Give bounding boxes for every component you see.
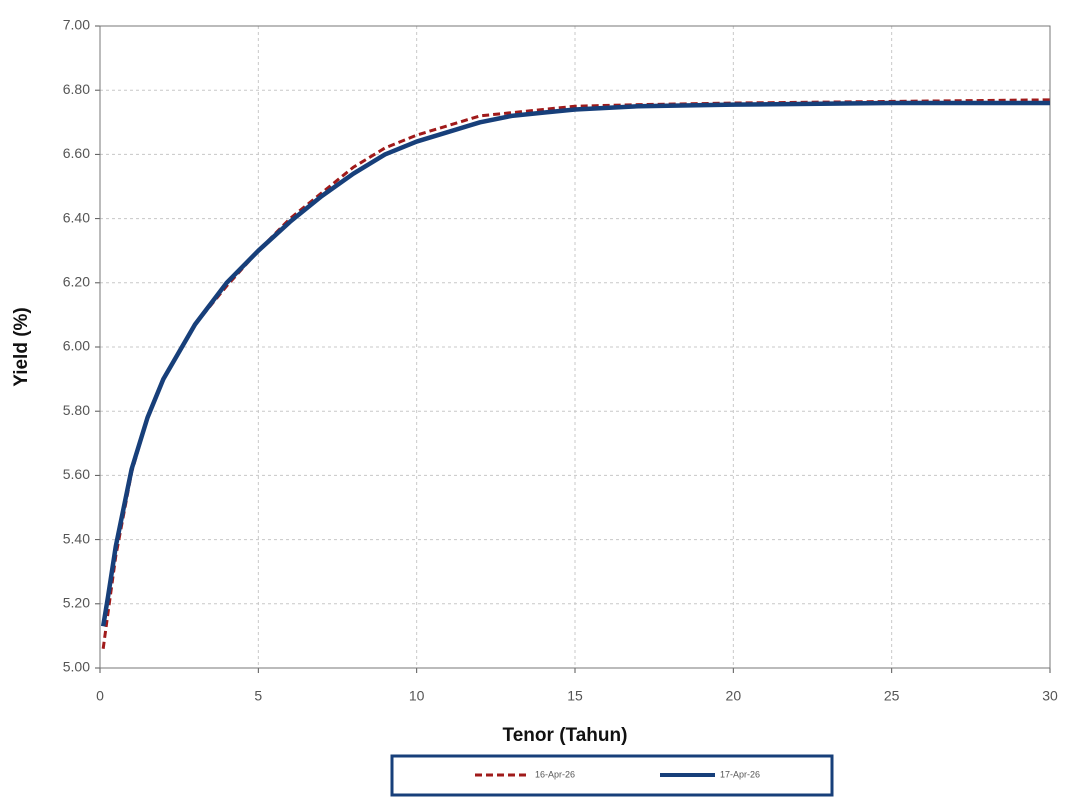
x-tick-label: 15 <box>567 688 583 704</box>
y-tick-label: 5.40 <box>63 530 90 546</box>
legend-box <box>390 754 834 797</box>
x-tick-label: 25 <box>884 688 900 704</box>
x-tick-label: 20 <box>726 688 742 704</box>
x-tick-label: 5 <box>254 688 262 704</box>
x-axis-title: Tenor (Tahun) <box>503 725 628 746</box>
y-tick-label: 6.40 <box>63 209 90 225</box>
y-tick-label: 5.60 <box>63 466 90 482</box>
legend-label: 16-Apr-26 <box>535 769 575 779</box>
y-tick-label: 6.00 <box>63 338 90 354</box>
x-tick-label: 30 <box>1042 688 1058 704</box>
series-line <box>100 100 1050 627</box>
y-tick-label: 6.20 <box>63 274 90 290</box>
y-tick-label: 5.00 <box>63 659 90 675</box>
x-tick-label: 0 <box>96 688 104 704</box>
series-line <box>101 98 1051 649</box>
legend-label: 17-Apr-26 <box>720 769 760 779</box>
y-axis-title: Yield (%) <box>11 307 32 387</box>
x-tick-label: 10 <box>409 688 425 704</box>
y-tick-label: 5.20 <box>63 595 90 611</box>
y-tick-label: 7.00 <box>63 17 90 33</box>
y-tick-label: 6.60 <box>63 145 90 161</box>
plot-frame <box>99 25 1051 669</box>
y-tick-label: 5.80 <box>63 402 90 418</box>
y-tick-label: 6.80 <box>63 81 90 97</box>
